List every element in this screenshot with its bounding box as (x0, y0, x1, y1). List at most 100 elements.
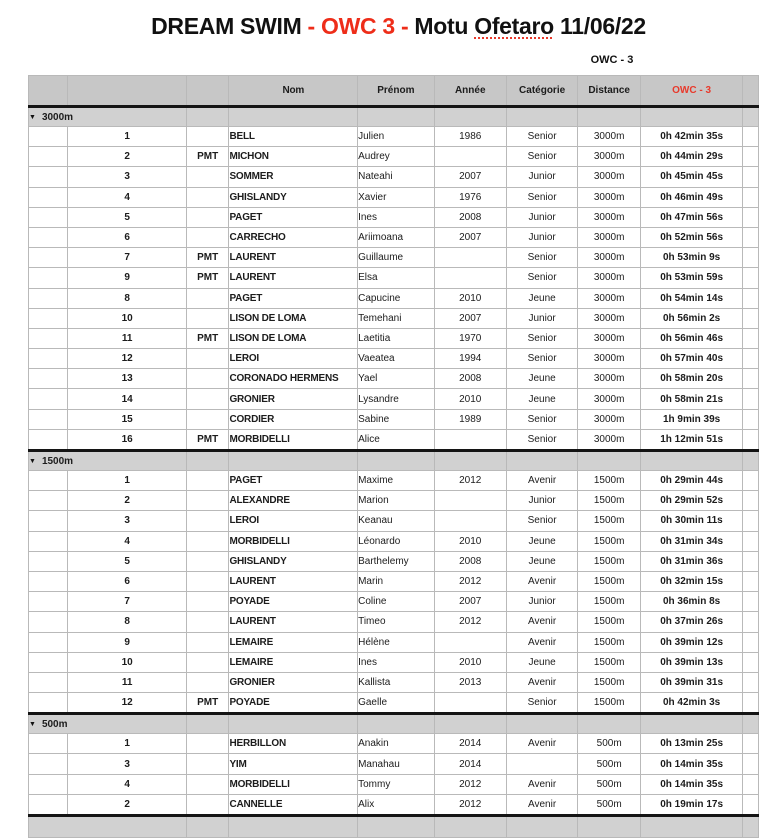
cell-pmt[interactable] (185, 166, 230, 188)
cell-rank[interactable]: 5 (67, 550, 187, 572)
cell-pmt[interactable] (185, 773, 230, 795)
cell-pmt[interactable] (185, 226, 230, 249)
cell-empty[interactable] (27, 428, 69, 452)
cell-pmt[interactable] (185, 733, 230, 755)
cell-owc[interactable]: 0h 45min 45s (639, 166, 744, 188)
cell-owc[interactable]: 0h 29min 52s (639, 490, 744, 512)
cell-prenom[interactable]: Sabine (357, 408, 435, 430)
cell-nom[interactable]: LAURENT (228, 611, 359, 633)
cell-empty[interactable] (742, 186, 759, 208)
cell-categorie[interactable]: Jeune (505, 388, 579, 410)
cell-rank[interactable]: 10 (67, 651, 187, 673)
cell-owc[interactable]: 0h 37min 26s (639, 611, 744, 633)
cell-owc[interactable]: 0h 42min 3s (639, 692, 744, 715)
section-empty-cell[interactable] (639, 105, 744, 127)
cell-nom[interactable]: CORONADO HERMENS (228, 368, 359, 390)
cell-pmt[interactable] (185, 793, 230, 817)
section-empty-cell[interactable] (577, 814, 641, 838)
section-empty-cell[interactable] (185, 712, 230, 735)
section-empty-cell[interactable] (357, 712, 435, 735)
cell-rank[interactable]: 3 (67, 166, 187, 188)
cell-empty[interactable] (742, 146, 759, 168)
cell-pmt[interactable] (185, 408, 230, 430)
cell-rank[interactable]: 3 (67, 510, 187, 532)
cell-categorie[interactable]: Senior (505, 146, 579, 168)
column-header-nom[interactable]: Nom (228, 75, 359, 108)
cell-empty[interactable] (742, 307, 759, 329)
cell-pmt[interactable]: PMT (185, 428, 230, 452)
cell-empty[interactable] (742, 125, 759, 148)
cell-distance[interactable]: 500m (577, 753, 641, 775)
cell-rank[interactable]: 4 (67, 530, 187, 552)
cell-rank[interactable]: 7 (67, 591, 187, 613)
cell-empty[interactable] (27, 125, 69, 148)
cell-empty[interactable] (742, 226, 759, 249)
cell-owc[interactable]: 0h 31min 34s (639, 530, 744, 552)
cell-prenom[interactable]: Hélène (357, 631, 435, 653)
cell-pmt[interactable] (185, 570, 230, 593)
column-header-empty[interactable] (67, 75, 187, 108)
cell-nom[interactable]: ALEXANDRE (228, 490, 359, 512)
cell-prenom[interactable]: Guillaume (357, 247, 435, 269)
cell-empty[interactable] (742, 692, 759, 715)
cell-empty[interactable] (742, 469, 759, 492)
cell-empty[interactable] (742, 530, 759, 552)
cell-nom[interactable]: MORBIDELLI (228, 773, 359, 795)
column-header-owc[interactable]: OWC - 3 (639, 75, 744, 108)
cell-pmt[interactable] (185, 611, 230, 633)
cell-owc[interactable]: 0h 47min 56s (639, 206, 744, 228)
cell-annee[interactable] (433, 510, 507, 532)
column-header-distance[interactable]: Distance (577, 75, 641, 108)
cell-rank[interactable]: 11 (67, 671, 187, 694)
cell-pmt[interactable] (185, 206, 230, 228)
cell-rank[interactable]: 15 (67, 408, 187, 430)
cell-categorie[interactable]: Junior (505, 490, 579, 512)
cell-distance[interactable]: 3000m (577, 186, 641, 208)
cell-prenom[interactable]: Maxime (357, 469, 435, 492)
cell-rank[interactable]: 9 (67, 631, 187, 653)
cell-prenom[interactable]: Lysandre (357, 388, 435, 410)
cell-empty[interactable] (742, 733, 759, 755)
cell-owc[interactable]: 0h 19min 17s (639, 793, 744, 817)
cell-pmt[interactable]: PMT (185, 247, 230, 269)
cell-rank[interactable]: 6 (67, 570, 187, 593)
cell-pmt[interactable] (185, 591, 230, 613)
cell-empty[interactable] (742, 348, 759, 370)
cell-pmt[interactable]: PMT (185, 267, 230, 289)
cell-rank[interactable]: 2 (67, 146, 187, 168)
cell-empty[interactable] (742, 327, 759, 350)
section-cell[interactable] (28, 814, 187, 838)
cell-empty[interactable] (27, 631, 69, 653)
cell-prenom[interactable]: Timeo (357, 611, 435, 633)
cell-annee[interactable]: 2010 (433, 530, 507, 552)
cell-owc[interactable]: 0h 39min 13s (639, 651, 744, 673)
cell-empty[interactable] (742, 166, 759, 188)
cell-owc[interactable]: 0h 56min 46s (639, 327, 744, 350)
cell-nom[interactable]: LEROI (228, 348, 359, 370)
cell-categorie[interactable]: Avenir (505, 733, 579, 755)
cell-pmt[interactable] (185, 368, 230, 390)
cell-distance[interactable]: 3000m (577, 287, 641, 309)
cell-nom[interactable]: BELL (228, 125, 359, 148)
cell-distance[interactable]: 1500m (577, 510, 641, 532)
cell-prenom[interactable]: Temehani (357, 307, 435, 329)
cell-empty[interactable] (27, 408, 69, 430)
cell-empty[interactable] (27, 267, 69, 289)
cell-empty[interactable] (27, 773, 69, 795)
cell-annee[interactable] (433, 428, 507, 452)
cell-categorie[interactable] (505, 753, 579, 775)
cell-nom[interactable]: CORDIER (228, 408, 359, 430)
section-empty-cell[interactable] (577, 712, 641, 735)
cell-annee[interactable] (433, 490, 507, 512)
cell-rank[interactable]: 10 (67, 307, 187, 329)
cell-annee[interactable] (433, 267, 507, 289)
cell-empty[interactable] (27, 368, 69, 390)
cell-prenom[interactable]: Julien (357, 125, 435, 148)
cell-empty[interactable] (27, 146, 69, 168)
cell-empty[interactable] (27, 733, 69, 755)
cell-nom[interactable]: LISON DE LOMA (228, 327, 359, 350)
cell-distance[interactable]: 1500m (577, 530, 641, 552)
cell-pmt[interactable] (185, 631, 230, 653)
cell-distance[interactable]: 1500m (577, 651, 641, 673)
cell-annee[interactable]: 2007 (433, 307, 507, 329)
